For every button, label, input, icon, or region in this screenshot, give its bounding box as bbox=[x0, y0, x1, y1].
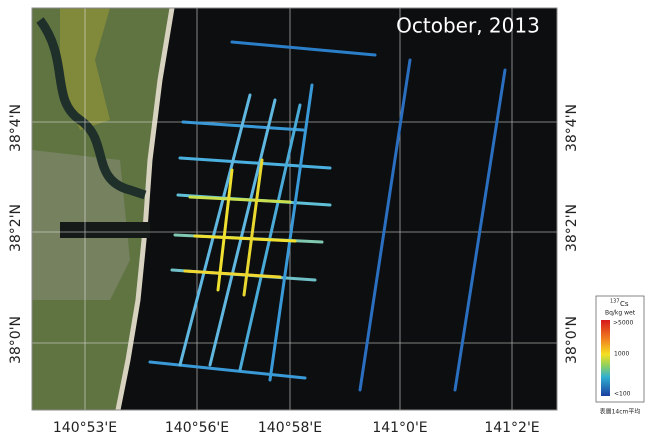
harbor bbox=[60, 222, 150, 238]
map-title: October, 2013 bbox=[396, 14, 540, 38]
legend-mid: 1000 bbox=[614, 351, 629, 358]
longitude-label: 141°0'E bbox=[372, 420, 427, 436]
legend-unit: Bq/kg wet bbox=[605, 310, 636, 317]
legend-mass-number: 137 bbox=[610, 299, 620, 305]
legend-element: Cs bbox=[620, 300, 629, 308]
map-figure: October, 2013 140°53'E 140°56'E 140°58'E… bbox=[0, 0, 647, 440]
legend-min: <100 bbox=[614, 391, 631, 398]
longitude-label: 140°58'E bbox=[258, 420, 322, 436]
footnote: 表層14cm平均 bbox=[600, 408, 641, 416]
longitude-label: 140°53'E bbox=[53, 420, 117, 436]
latitude-label: 38°0'N bbox=[564, 316, 580, 364]
color-scale bbox=[601, 320, 610, 396]
legend: 137 Cs Bq/kg wet >5000 1000 <100 bbox=[596, 296, 644, 402]
longitude-label: 141°2'E bbox=[484, 420, 539, 436]
longitude-label: 140°56'E bbox=[165, 420, 229, 436]
latitude-label: 38°0'N bbox=[8, 316, 24, 364]
latitude-label: 38°2'N bbox=[564, 204, 580, 252]
latitude-label: 38°4'N bbox=[564, 104, 580, 152]
latitude-label: 38°2'N bbox=[8, 204, 24, 252]
map: October, 2013 bbox=[32, 8, 557, 410]
legend-max: >5000 bbox=[613, 320, 633, 327]
latitude-label: 38°4'N bbox=[8, 104, 24, 152]
